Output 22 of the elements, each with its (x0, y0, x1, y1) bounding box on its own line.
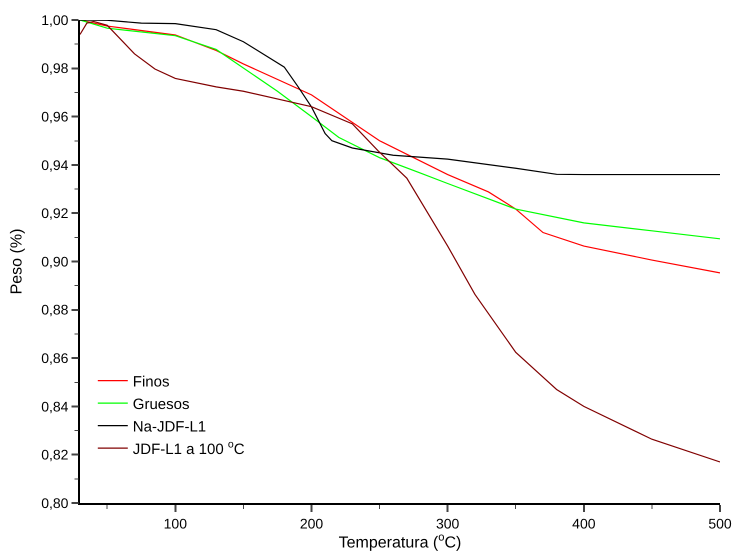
y-tick-label: 0,92 (41, 205, 69, 222)
y-tick-label: 0,90 (41, 253, 69, 270)
legend-label: Gruesos (132, 396, 190, 413)
legend-label: JDF-L1 a 100 $^{o}$C (132, 438, 245, 458)
y-tick-label: 0,88 (41, 302, 69, 318)
x-tick-label: 500 (708, 516, 732, 532)
x-tick-label: 200 (300, 516, 324, 532)
y-tick-label: 1,00 (41, 12, 69, 28)
y-tick-label: 0,96 (41, 108, 69, 124)
x-tick-label: 400 (572, 516, 596, 532)
y-tick-label: 0,84 (41, 398, 69, 414)
y-tick-label: 0,82 (41, 446, 69, 463)
y-tick-label: 0,86 (41, 350, 69, 366)
y-axis-title: Peso (%) (8, 228, 26, 294)
x-tick-label: 100 (164, 516, 188, 532)
x-axis-title: Temperatura ($^{o}$C) (338, 532, 462, 552)
legend-label: Na-JDF-L1 (132, 418, 206, 436)
y-tick-label: 0,94 (41, 156, 69, 173)
legend-label: Finos (132, 373, 170, 390)
x-tick-label: 300 (436, 516, 460, 532)
y-tick-label: 0,80 (41, 494, 69, 511)
y-tick-label: 0,98 (41, 60, 69, 76)
